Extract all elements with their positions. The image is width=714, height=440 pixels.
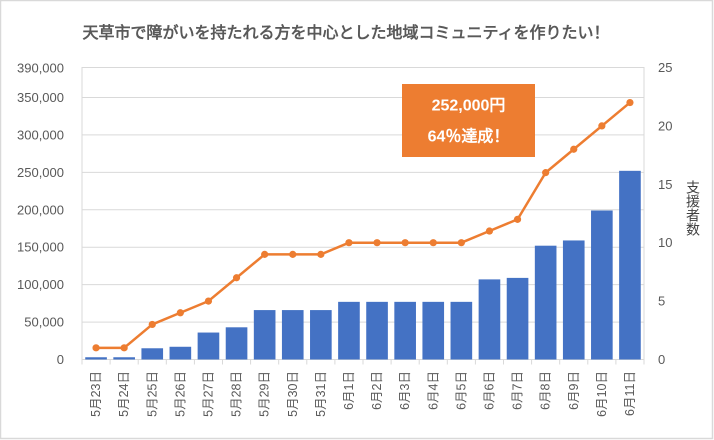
- y-right-axis-labels: 0 5 10 15 20 25: [658, 60, 672, 367]
- line-marker: [598, 122, 606, 130]
- line-marker: [513, 215, 522, 223]
- bar: [619, 170, 641, 360]
- y-left-tick-label: 150,000: [17, 240, 64, 255]
- x-tick-label: 6月4日: [426, 371, 440, 410]
- y-right-tick-label: 10: [658, 235, 672, 250]
- x-tick-label: 6月2日: [370, 371, 384, 410]
- line-marker: [542, 169, 550, 177]
- x-tick-label: 6月5日: [454, 371, 468, 410]
- x-tick-label: 6月7日: [511, 371, 525, 410]
- x-tick-label: 6月11日: [623, 371, 637, 416]
- y-left-tick-label: 250,000: [17, 165, 64, 180]
- bar: [169, 346, 192, 360]
- bar: [478, 279, 501, 360]
- line-marker: [373, 239, 381, 247]
- line-marker: [204, 297, 213, 305]
- x-tick-label: 6月8日: [539, 371, 553, 410]
- bar-series: [85, 170, 641, 360]
- x-tick-label: 6月3日: [398, 371, 412, 410]
- line-marker: [345, 239, 353, 247]
- x-tick-label: 6月1日: [342, 371, 356, 410]
- line-marker: [485, 227, 494, 235]
- line-marker: [120, 344, 128, 352]
- bar: [506, 277, 529, 360]
- y-right-tick-label: 20: [658, 118, 672, 133]
- bar: [253, 310, 276, 360]
- x-axis-labels: 5月23日 5月24日 5月25日 5月26日 5月27日 5月28日 5月29日 5月30日…: [89, 371, 637, 417]
- y-left-tick-label: 50,000: [24, 315, 64, 330]
- x-tick-label: 5月24日: [117, 371, 131, 417]
- line-marker: [317, 250, 325, 258]
- line-marker: [626, 98, 634, 107]
- line-marker: [92, 344, 100, 352]
- line-marker: [232, 274, 241, 282]
- bar: [562, 240, 585, 360]
- annotation-amount: 252,000円: [432, 97, 506, 115]
- x-tick-label: 6月9日: [567, 371, 581, 410]
- x-tick-label: 5月31日: [314, 371, 328, 417]
- y-left-tick-label: 200,000: [17, 202, 64, 217]
- bar: [310, 310, 332, 360]
- y-left-axis-labels: 0 50,000 100,000 150,000 200,000 250,000 300,0…: [17, 90, 64, 367]
- line-series: [92, 98, 634, 352]
- x-tick-label: 5月29日: [258, 371, 272, 417]
- bar: [450, 301, 473, 360]
- line-marker: [401, 239, 409, 247]
- y-right-tick-label: 15: [658, 177, 672, 192]
- x-tick-label: 5月28日: [230, 371, 244, 417]
- x-tick-label: 5月30日: [286, 371, 300, 417]
- y-left-tick-label: 100,000: [17, 277, 64, 292]
- x-tick-label: 5月26日: [173, 371, 187, 417]
- y-left-top-label: 390,000: [17, 61, 64, 76]
- bar: [141, 348, 164, 360]
- x-axis-ticks: [81, 359, 645, 365]
- line-marker: [148, 320, 156, 329]
- bar: [366, 301, 388, 360]
- x-tick-label: 5月27日: [201, 371, 215, 417]
- line-marker: [429, 239, 437, 247]
- line-marker: [261, 250, 269, 258]
- line-marker: [289, 250, 297, 258]
- bar: [281, 310, 304, 360]
- bar: [225, 327, 248, 360]
- bar: [338, 301, 360, 360]
- bar: [394, 301, 416, 360]
- y-right-tick-label: 5: [658, 294, 665, 309]
- y-right-tick-label: 0: [658, 352, 665, 367]
- annotation-callout: 252,000円 64％達成！: [402, 84, 535, 157]
- bar: [534, 245, 557, 360]
- bar: [422, 301, 445, 360]
- annotation-box: [402, 84, 535, 157]
- chart-title: 天草市で障がいを持たれる方を中心とした地域コミュニティを作りたい！: [82, 23, 609, 42]
- bar: [591, 210, 613, 360]
- x-tick-label: 6月6日: [482, 371, 496, 410]
- line-marker: [457, 239, 465, 247]
- y-left-tick-label: 350,000: [17, 90, 64, 105]
- line-marker: [176, 309, 184, 317]
- y-right-tick-label: 25: [658, 60, 672, 75]
- y-right-axis-title: 支援者数: [685, 180, 701, 236]
- bar: [113, 357, 135, 360]
- line-path: [96, 101, 631, 350]
- x-tick-label: 5月25日: [145, 371, 159, 417]
- line-marker: [570, 145, 578, 153]
- annotation-percent: 64％達成！: [428, 127, 510, 146]
- y-left-tick-label: 300,000: [17, 127, 64, 142]
- bar: [85, 357, 107, 360]
- y-left-tick-label: 0: [57, 352, 64, 367]
- x-tick-label: 5月23日: [89, 371, 103, 417]
- bar: [197, 332, 220, 360]
- x-tick-label: 6月10日: [595, 371, 609, 417]
